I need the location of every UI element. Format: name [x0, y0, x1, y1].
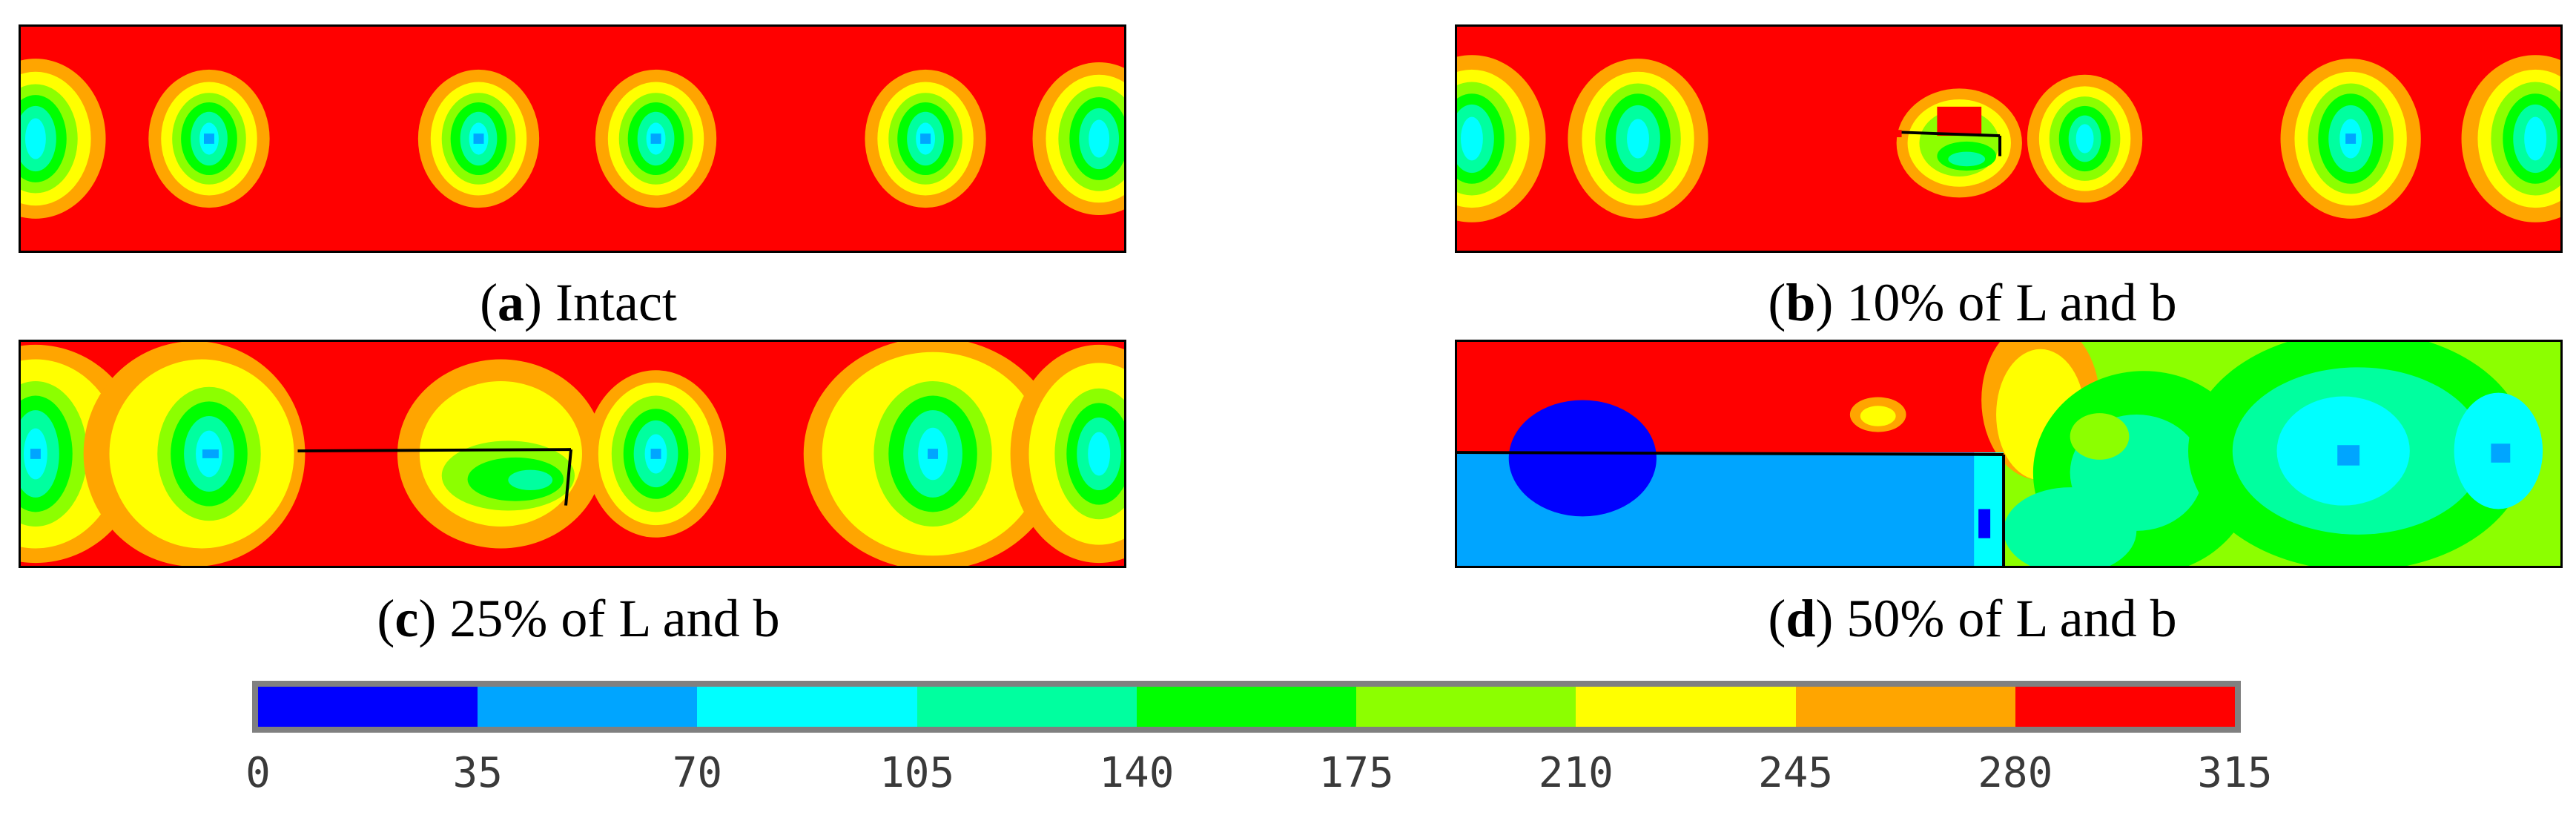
color-legend-bar — [252, 681, 2241, 733]
legend-color-segment — [1356, 687, 1576, 727]
stress-blob — [21, 59, 106, 219]
legend-tick-label: 175 — [1318, 749, 1394, 797]
crack-line — [297, 448, 572, 506]
legend-tick-label: 210 — [1538, 749, 1614, 797]
legend-tick-label: 245 — [1757, 749, 1834, 797]
stress-blob — [1568, 59, 1708, 219]
stress-blob — [595, 69, 717, 208]
legend-color-segment — [917, 687, 1137, 727]
stress-blob — [148, 69, 270, 208]
legend-color-segment — [697, 687, 917, 727]
caption-10-percent: (b) 10% of L and b — [1768, 273, 2177, 332]
legend-tick-label: 280 — [1978, 749, 2053, 797]
stress-blob — [1010, 344, 1124, 564]
stress-blob — [865, 69, 986, 208]
legend-tick-label: 0 — [245, 749, 271, 797]
stress-blob — [1032, 62, 1124, 215]
stress-blob — [585, 370, 727, 538]
stress-blob — [803, 342, 1063, 566]
crack-line — [1896, 131, 2002, 156]
legend-color-segment — [1795, 687, 2015, 727]
stress-blob — [2461, 55, 2560, 222]
stress-blob — [83, 342, 306, 566]
stress-blob — [2027, 74, 2143, 203]
caption-50-percent: (d) 50% of L and b — [1768, 589, 2177, 648]
stress-blob — [397, 359, 604, 549]
stress-blob — [2280, 59, 2421, 219]
caption-25-percent: (c) 25% of L and b — [377, 589, 780, 648]
legend-color-segment — [478, 687, 698, 727]
legend-color-segment — [2015, 687, 2235, 727]
legend-tick-label: 140 — [1099, 749, 1175, 797]
legend-tick-label: 105 — [879, 749, 955, 797]
contour-panel-25-percent — [19, 340, 1126, 568]
contour-panel-intact — [19, 24, 1126, 253]
contour-panel-10-percent — [1455, 24, 2563, 253]
legend-tick-label: 315 — [2197, 749, 2273, 797]
stress-blob — [1457, 55, 1546, 222]
contour-panel-50-percent — [1455, 340, 2563, 568]
stress-blob — [1896, 88, 2022, 198]
legend-tick-label: 35 — [452, 749, 503, 797]
legend-color-segment — [1576, 687, 1796, 727]
legend-color-segment — [1136, 687, 1357, 727]
legend-tick-label: 70 — [672, 749, 723, 797]
caption-intact: (a) Intact — [480, 273, 677, 332]
stress-blob — [417, 69, 540, 208]
crack-line — [1457, 451, 2006, 566]
legend-color-segment — [258, 687, 478, 727]
